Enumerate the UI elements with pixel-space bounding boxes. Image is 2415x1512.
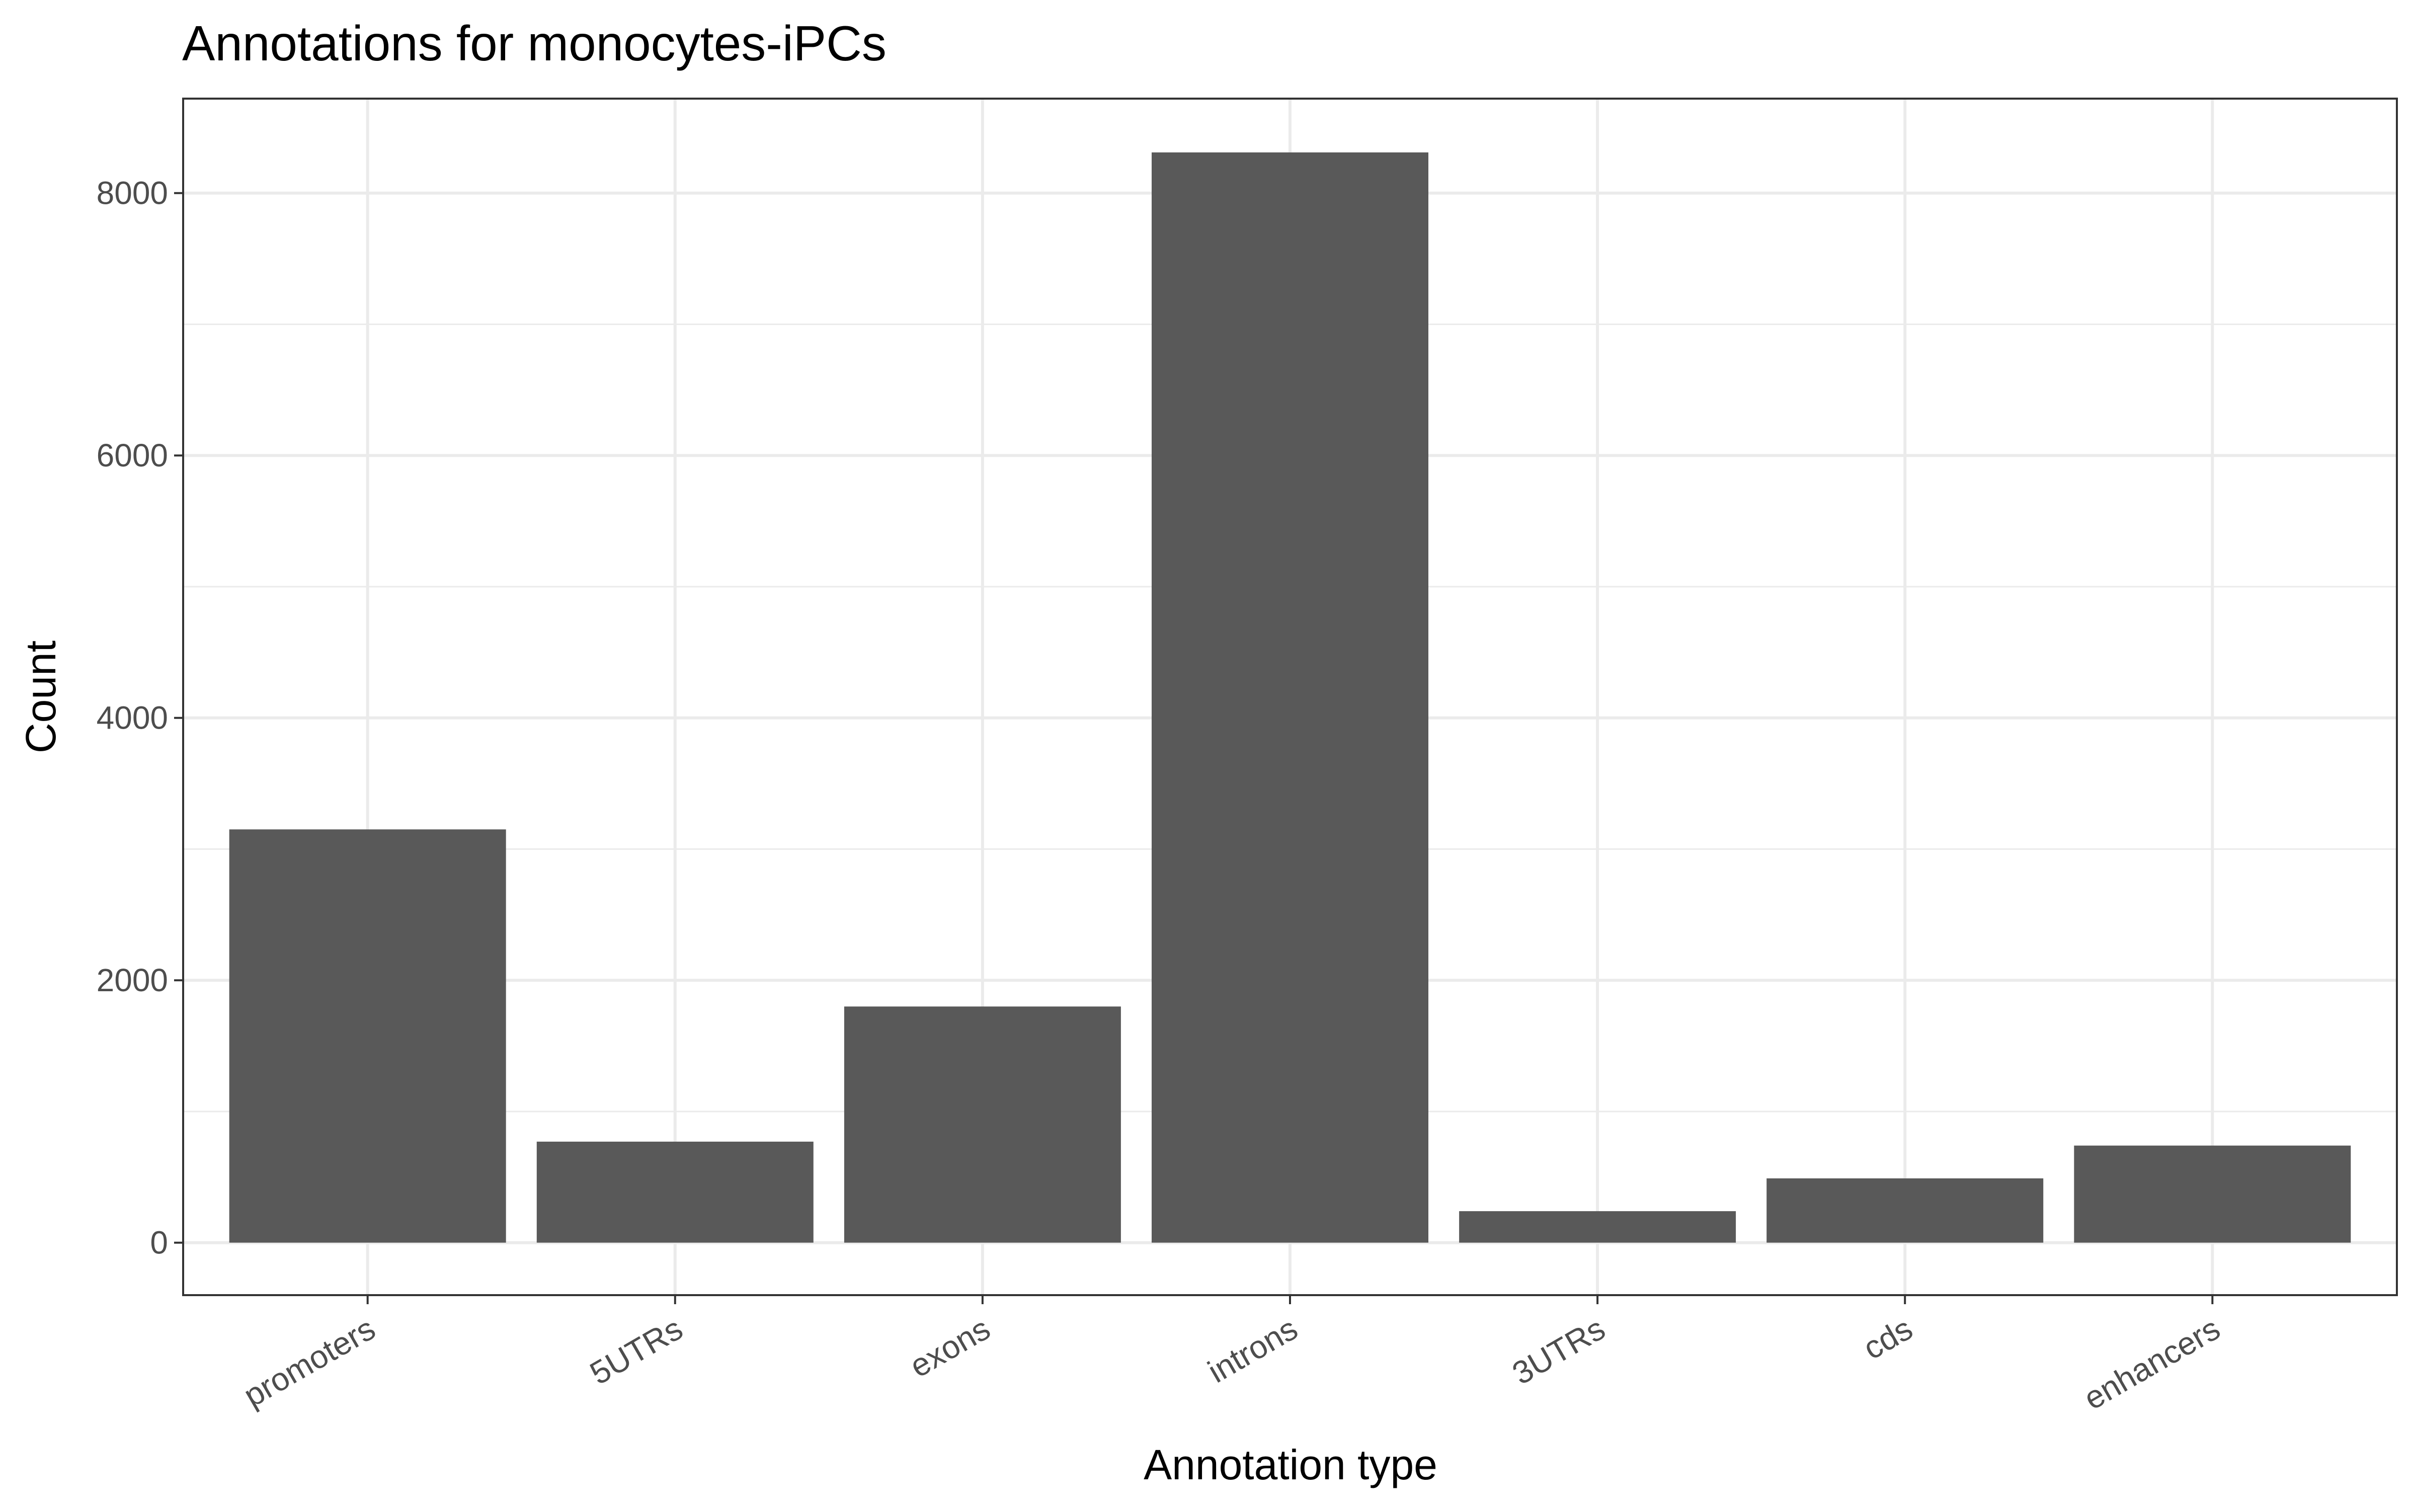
y-tick-label: 4000 <box>97 700 168 736</box>
chart-title: Annotations for monocytes-iPCs <box>182 16 887 71</box>
bar-enhancers <box>2074 1145 2351 1243</box>
y-axis: 0 2000 4000 6000 8000 <box>97 175 183 1261</box>
y-axis-title: Count <box>17 641 64 753</box>
y-tick-label: 6000 <box>97 437 168 473</box>
bar-5UTRs <box>536 1141 814 1243</box>
y-tick-label: 2000 <box>97 962 168 998</box>
bar-exons <box>844 1006 1121 1243</box>
bar-promoters <box>229 829 506 1243</box>
bar-3UTRs <box>1459 1211 1736 1243</box>
y-tick-label: 8000 <box>97 175 168 211</box>
bar-introns <box>1152 152 1428 1243</box>
bars <box>229 152 2351 1243</box>
x-axis-title: Annotation type <box>1144 1441 1437 1488</box>
y-tick-label: 0 <box>150 1225 168 1261</box>
bar-cds <box>1766 1178 2044 1243</box>
